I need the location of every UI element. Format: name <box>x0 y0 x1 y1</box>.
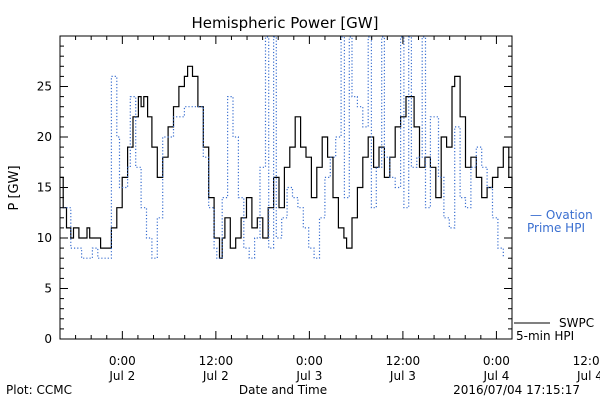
x-tick-label-time: 0:00 <box>483 354 510 368</box>
x-tick-label-date: Jul 2 <box>202 369 229 383</box>
series-swpc-line <box>60 65 513 259</box>
x-tick-label-time: 0:00 <box>296 354 323 368</box>
legend-swpc: SWPC 5-min HPI <box>514 316 594 343</box>
legend-swpc-line1: SWPC <box>559 316 594 330</box>
x-tick-label-date: Jul 2 <box>108 369 135 383</box>
plot-timestamp: 2016/07/04 17:15:17 <box>453 383 580 397</box>
x-axis-label: Date and Time <box>239 383 327 397</box>
plot-credit: Plot: CCMC <box>6 383 72 397</box>
y-tick-label: 5 <box>44 282 52 296</box>
y-tick-label: 15 <box>37 181 52 195</box>
x-tick-label-time: 12:00 <box>573 354 600 368</box>
y-tick-label: 10 <box>37 231 52 245</box>
y-axis: 0 5 10 15 20 25 <box>37 45 512 346</box>
legend-ovation: — Ovation Prime HPI <box>527 208 593 235</box>
x-tick-label-date: Jul 3 <box>295 369 322 383</box>
x-tick-label-time: 12:00 <box>386 354 421 368</box>
x-tick-label-date: Jul 3 <box>389 369 416 383</box>
legend-swpc-line2: 5-min HPI <box>516 329 574 343</box>
legend-ovation-line1: — Ovation <box>530 208 593 222</box>
series-ovation-line <box>60 36 504 259</box>
y-tick-label: 20 <box>37 130 52 144</box>
x-tick-label-time: 0:00 <box>109 354 136 368</box>
series-layer <box>60 36 513 259</box>
x-tick-label-date: Jul 4 <box>576 369 600 383</box>
x-tick-label-date: Jul 4 <box>482 369 509 383</box>
x-tick-label-time: 12:00 <box>199 354 234 368</box>
y-tick-label: 0 <box>44 332 52 346</box>
legend-ovation-line2: Prime HPI <box>527 221 585 235</box>
y-axis-label: P [GW] <box>7 165 22 210</box>
y-tick-label: 25 <box>37 80 52 94</box>
chart-title: Hemispheric Power [GW] <box>192 14 379 32</box>
